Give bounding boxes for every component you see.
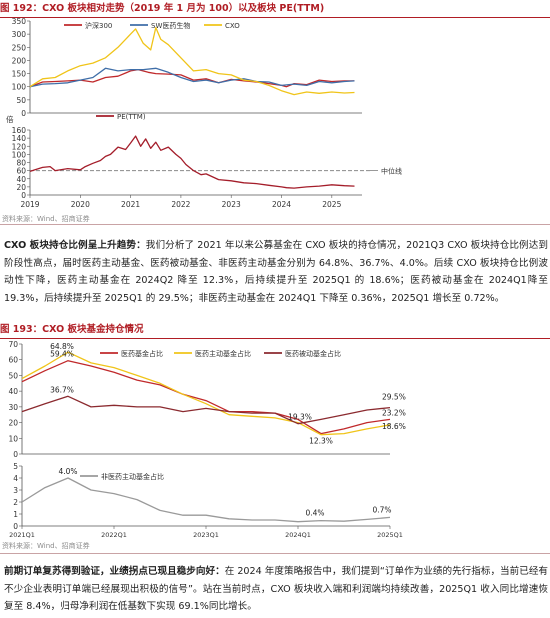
fund-chart-legend-label: 医药基金占比	[121, 349, 163, 358]
pe-chart-y-tick-label: 120	[12, 142, 27, 151]
pe-x-tick-label: 2019	[20, 200, 39, 209]
nonmed-chart-y-tick-label: 1	[13, 510, 18, 519]
fund-chart-y-tick-label: 50	[8, 371, 18, 380]
pe-x-tick-label: 2025	[322, 200, 341, 209]
figure-192-title: 图 192：CXO 板块相对走势（2019 年 1 月为 100）以及板块 PE…	[0, 3, 325, 14]
figure-192-source: 资料来源：Wind、招商证券	[2, 215, 90, 223]
top-chart-y-tick-label: 0	[21, 109, 26, 118]
pe-chart-y-tick-label: 60	[16, 167, 26, 176]
figure-193-rule	[0, 338, 550, 339]
top-chart-y-tick-label: 200	[12, 56, 27, 65]
nonmed-chart-y-tick-label: 0	[13, 522, 18, 531]
fund-chart-legend-label: 医药主动基金占比	[195, 349, 251, 358]
pe-chart-y-tick-label: 20	[16, 183, 26, 192]
fund-annotation: 12.3%	[309, 437, 333, 446]
top-chart-y-tick-label: 50	[16, 96, 26, 105]
pe-x-tick-label: 2022	[171, 200, 190, 209]
figure-193-bottom-rule	[0, 553, 550, 554]
nonmed-annotation: 4.0%	[58, 467, 77, 476]
nonmed-chart-y-tick-label: 2	[13, 498, 18, 507]
paragraph-orders-lead: 前期订单复苏得到验证，业绩拐点已现且稳步向好：	[4, 566, 225, 577]
pe-chart-y-tick-label: 80	[16, 159, 26, 168]
fund-series-line-2	[21, 351, 391, 436]
nonmed-legend-label: 非医药主动基金占比	[101, 472, 164, 481]
fund-annotation: 23.2%	[382, 409, 406, 418]
pe-chart-y-tick-label: 40	[16, 175, 26, 184]
figure-193-source: 资料来源：Wind、招商证券	[2, 542, 90, 550]
pe-chart-y-tick-label: 100	[12, 150, 27, 159]
top-chart-legend-label: 沪深300	[85, 21, 112, 30]
pe-chart-y-tick-label: 160	[12, 126, 27, 135]
fund-chart-y-tick-label: 30	[8, 403, 18, 412]
figure-192-bottom-rule	[0, 224, 550, 225]
figure-193-title: 图 193：CXO 板块基金持仓情况	[0, 324, 144, 335]
fund-annotation: 18.6%	[382, 422, 406, 431]
fund-annotation: 29.5%	[382, 393, 406, 402]
pe-x-tick-label: 2021	[121, 200, 140, 209]
top-chart-legend-label: SW医药生物	[151, 21, 190, 30]
pe-x-tick-label: 2023	[222, 200, 241, 209]
fund-annotation: 64.8%	[50, 342, 74, 351]
nonmed-annotation: 0.4%	[305, 509, 324, 518]
top-chart-y-tick-label: 250	[12, 43, 27, 52]
nonmed-chart-y-tick-label: 3	[13, 486, 18, 495]
series-line-3	[29, 26, 355, 96]
fund-chart-legend-label: 医药被动基金占比	[285, 349, 341, 358]
top-chart-y-tick-label: 150	[12, 70, 27, 79]
paragraph-holdings: CXO 板块持仓比例呈上升趋势：我们分析了 2021 年以来公募基金在 CXO …	[4, 237, 548, 307]
pe-y-unit: 倍	[6, 114, 14, 124]
fund-annotation: 36.7%	[50, 385, 74, 394]
paragraph-orders-body: 在 2024 年度策略报告中，我们提到“订单作为业绩的先行指标，当前已经有不少企…	[4, 566, 549, 612]
fund-chart-y-tick-label: 60	[8, 356, 18, 365]
top-chart-y-tick-label: 350	[12, 18, 27, 26]
median-label: 中位线	[381, 167, 402, 176]
nonmed-series-line	[21, 477, 391, 523]
pe-legend-label: PE(TTM)	[117, 113, 146, 121]
paragraph-orders: 前期订单复苏得到验证，业绩拐点已现且稳步向好：在 2024 年度策略报告中，我们…	[4, 563, 548, 616]
top-chart-y-tick-label: 300	[12, 30, 27, 39]
nonmed-x-tick-label: 2021Q1	[9, 531, 35, 539]
pe-chart-y-tick-label: 140	[12, 134, 27, 143]
fund-chart-y-tick-label: 40	[8, 387, 18, 396]
series-line-2	[29, 67, 355, 88]
nonmed-x-tick-label: 2023Q1	[193, 531, 219, 539]
figure-192-rule	[0, 17, 550, 18]
nonmed-x-tick-label: 2022Q1	[101, 531, 127, 539]
fund-chart-y-tick-label: 10	[8, 434, 18, 443]
fund-chart-y-tick-label: 20	[8, 419, 18, 428]
fund-chart-y-tick-label: 70	[8, 340, 18, 349]
nonmed-x-tick-label: 2024Q1	[285, 531, 311, 539]
fund-chart-y-tick-label: 0	[13, 450, 18, 459]
paragraph-holdings-lead: CXO 板块持仓比例呈上升趋势：	[4, 240, 146, 251]
nonmed-x-tick-label: 2025Q1	[377, 531, 403, 539]
fund-series-line-1	[21, 360, 391, 435]
series-line-1	[29, 68, 355, 88]
top-chart-y-tick-label: 100	[12, 83, 27, 92]
pe-series-line	[29, 135, 355, 189]
nonmed-chart-y-tick-label: 4	[13, 474, 18, 483]
nonmed-chart-y-tick-label: 5	[13, 462, 18, 471]
fund-annotation: 19.3%	[288, 413, 312, 422]
pe-chart-y-tick-label: 0	[21, 191, 26, 200]
top-chart-legend-label: CXO	[225, 22, 240, 30]
fund-annotation: 59.4%	[50, 350, 74, 359]
paragraph-holdings-body: 我们分析了 2021 年以来公募基金在 CXO 板块的持仓情况，2021Q3 C…	[4, 240, 549, 304]
nonmed-annotation: 0.7%	[372, 505, 391, 514]
pe-x-tick-label: 2020	[71, 200, 90, 209]
pe-x-tick-label: 2024	[272, 200, 291, 209]
fund-series-line-3	[21, 395, 391, 425]
